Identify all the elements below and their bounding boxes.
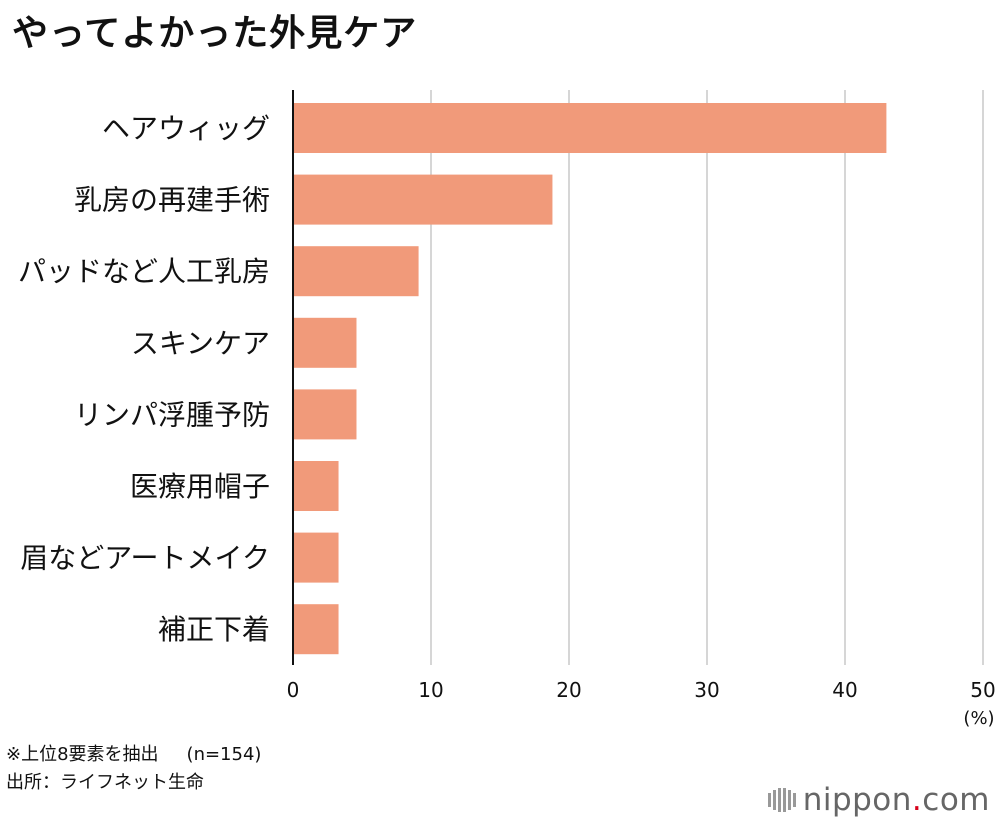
footnote-text: ※上位8要素を抽出 [6, 744, 159, 765]
bar [293, 317, 357, 368]
logo-mark-icon [767, 788, 796, 812]
footnote: ※上位8要素を抽出 (n=154) [6, 740, 261, 766]
x-unit-label: (%) [963, 708, 994, 729]
bar [293, 246, 419, 297]
category-label: ヘアウィッグ [102, 112, 270, 145]
chart-title: やってよかった外見ケア [12, 13, 418, 54]
bar [293, 174, 553, 225]
category-label: 乳房の再建手術 [74, 184, 270, 217]
logo-dot: . [911, 782, 923, 818]
category-label: 医療用帽子 [130, 470, 270, 503]
nippon-logo[interactable]: nippon. com [767, 782, 990, 818]
source-note: 出所：ライフネット生命 [6, 772, 204, 793]
x-tick-label: 50 [970, 678, 995, 702]
bar [293, 532, 339, 583]
logo-tld: com [922, 782, 990, 818]
x-tick-label: 20 [556, 678, 581, 702]
x-tick-label: 0 [287, 678, 300, 702]
category-label: 眉などアートメイク [20, 542, 270, 575]
x-tick-label: 30 [694, 678, 719, 702]
logo-name: nippon [802, 782, 912, 818]
category-label: リンパ浮腫予防 [74, 398, 270, 431]
x-tick-label: 40 [832, 678, 857, 702]
category-label: 補正下着 [158, 613, 270, 646]
x-tick-label: 10 [418, 678, 443, 702]
bar [293, 389, 357, 440]
category-label: スキンケア [131, 327, 270, 360]
bar-chart: 0 10 20 30 40 50 (%) ヘアウィッグ乳房の再建手術パッドなど人工乳房スキンケ… [18, 90, 996, 729]
bar [293, 461, 339, 511]
sample-size: (n=154) [186, 744, 262, 765]
bar [293, 604, 339, 655]
category-label: パッドなど人工乳房 [18, 255, 270, 288]
bar [293, 103, 887, 153]
